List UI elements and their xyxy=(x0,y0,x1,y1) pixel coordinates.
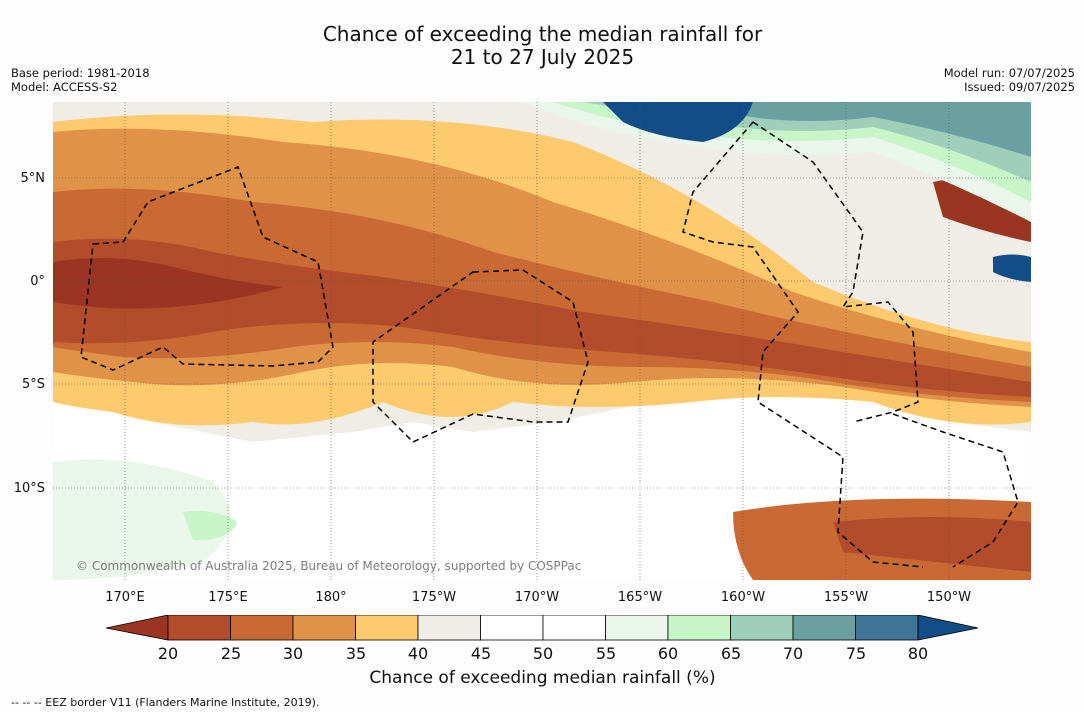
model-name: Model: ACCESS-S2 xyxy=(11,80,118,94)
band-60-south xyxy=(53,459,231,580)
model-run: Model run: 07/07/2025 xyxy=(943,66,1075,80)
copyright-credit: © Commonwealth of Australia 2025, Bureau… xyxy=(76,559,582,573)
colorbar-tick: 55 xyxy=(595,644,617,663)
colorbar-segment xyxy=(605,615,669,641)
band-20 xyxy=(53,258,283,309)
colorbar-segment xyxy=(292,615,356,641)
eez-border-line-west xyxy=(682,121,924,568)
colorbar-tick: 60 xyxy=(657,644,679,663)
rainfall-map-svg xyxy=(53,102,1031,580)
lon-label: 150°W xyxy=(926,590,972,605)
colorbar-segment xyxy=(730,615,794,641)
colorbar-tick: 65 xyxy=(720,644,742,663)
lat-label: 5°N xyxy=(20,171,46,186)
colorbar-extend-low xyxy=(106,615,169,641)
lon-label: 155°W xyxy=(823,590,869,605)
graticule xyxy=(53,102,1031,580)
base-period: Base period: 1981-2018 xyxy=(11,66,150,80)
lat-label: 10°S xyxy=(13,481,45,496)
colorbar-segment xyxy=(230,615,294,641)
issued-date: Issued: 09/07/2025 xyxy=(964,80,1075,94)
lon-label: 170°W xyxy=(514,590,560,605)
eez-legend-note: -- -- -- EEZ border V11 (Flanders Marine… xyxy=(11,696,320,709)
band-80-east xyxy=(993,254,1031,282)
colorbar-segment xyxy=(792,615,856,641)
colorbar-title: Chance of exceeding median rainfall (%) xyxy=(369,668,716,688)
colorbar-segment xyxy=(480,615,544,641)
colorbar-tick: 40 xyxy=(407,644,429,663)
map-title-line2: 21 to 27 July 2025 xyxy=(450,45,635,69)
lon-label: 165°W xyxy=(617,590,663,605)
eez-borders xyxy=(80,121,1019,568)
colorbar xyxy=(106,615,979,641)
colorbar-tick: 35 xyxy=(345,644,367,663)
eez-border-french-polynesia xyxy=(892,413,1019,568)
colorbar-tick: 20 xyxy=(157,644,179,663)
eez-border-kiribati-gilbert xyxy=(80,166,334,371)
band-65-south xyxy=(183,510,238,541)
lat-label: 0° xyxy=(30,274,45,289)
colorbar-tick: 80 xyxy=(907,644,929,663)
colorbar-segment xyxy=(355,615,419,641)
colorbar-extend-high xyxy=(917,615,979,641)
colorbar-tick: 45 xyxy=(470,644,492,663)
colorbar-segment xyxy=(855,615,919,641)
colorbar-segment xyxy=(667,615,731,641)
lat-label: 5°S xyxy=(21,377,45,392)
colorbar-tick: 70 xyxy=(782,644,804,663)
colorbar-tick: 75 xyxy=(845,644,867,663)
eez-border-kiribati-phoenix xyxy=(372,269,589,443)
colorbar-tick: 30 xyxy=(282,644,304,663)
lon-label: 180° xyxy=(315,590,347,605)
lon-label: 175°W xyxy=(411,590,457,605)
map-title-line1: Chance of exceeding the median rainfall … xyxy=(322,22,763,46)
band-80 xyxy=(603,102,753,142)
rainfall-map xyxy=(53,102,1031,580)
colorbar-segment xyxy=(542,615,606,641)
band-south-dry-inner xyxy=(833,517,1031,572)
band-25 xyxy=(53,238,1031,397)
colorbar-tick: 25 xyxy=(220,644,242,663)
colorbar-tick: 50 xyxy=(532,644,554,663)
lon-label: 175°E xyxy=(208,590,248,605)
colorbar-segment xyxy=(417,615,481,641)
lon-label: 170°E xyxy=(105,590,145,605)
lon-label: 160°W xyxy=(720,590,766,605)
colorbar-segment xyxy=(167,615,231,641)
eez-border-kiribati-line xyxy=(752,121,919,423)
band-75 xyxy=(613,102,1031,157)
